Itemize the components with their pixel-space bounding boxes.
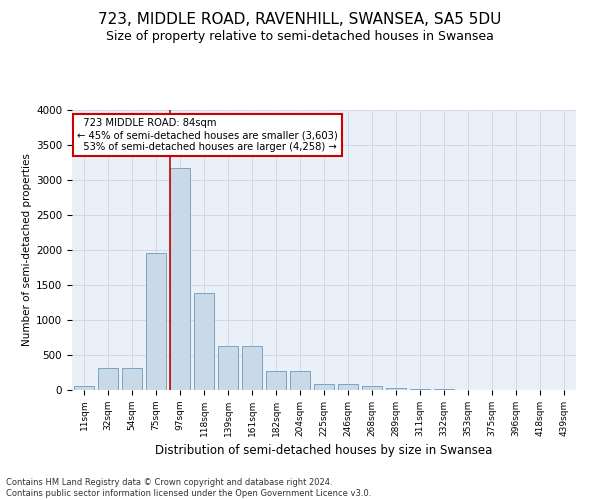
Bar	[170, 168, 190, 390]
Text: Contains HM Land Registry data © Crown copyright and database right 2024.
Contai: Contains HM Land Registry data © Crown c…	[6, 478, 371, 498]
Bar	[74, 386, 94, 390]
Bar	[338, 384, 358, 390]
Bar	[314, 384, 334, 390]
Text: Size of property relative to semi-detached houses in Swansea: Size of property relative to semi-detach…	[106, 30, 494, 43]
Bar	[386, 388, 406, 390]
Bar	[218, 346, 238, 390]
Bar	[290, 371, 310, 390]
Text: 723 MIDDLE ROAD: 84sqm
← 45% of semi-detached houses are smaller (3,603)
  53% o: 723 MIDDLE ROAD: 84sqm ← 45% of semi-det…	[77, 118, 338, 152]
Y-axis label: Number of semi-detached properties: Number of semi-detached properties	[22, 154, 32, 346]
Bar	[410, 389, 430, 390]
Bar	[242, 346, 262, 390]
Bar	[122, 368, 142, 390]
Bar	[146, 253, 166, 390]
Bar	[266, 371, 286, 390]
X-axis label: Distribution of semi-detached houses by size in Swansea: Distribution of semi-detached houses by …	[155, 444, 493, 458]
Bar	[362, 386, 382, 390]
Bar	[98, 368, 118, 390]
Bar	[194, 292, 214, 390]
Text: 723, MIDDLE ROAD, RAVENHILL, SWANSEA, SA5 5DU: 723, MIDDLE ROAD, RAVENHILL, SWANSEA, SA…	[98, 12, 502, 28]
